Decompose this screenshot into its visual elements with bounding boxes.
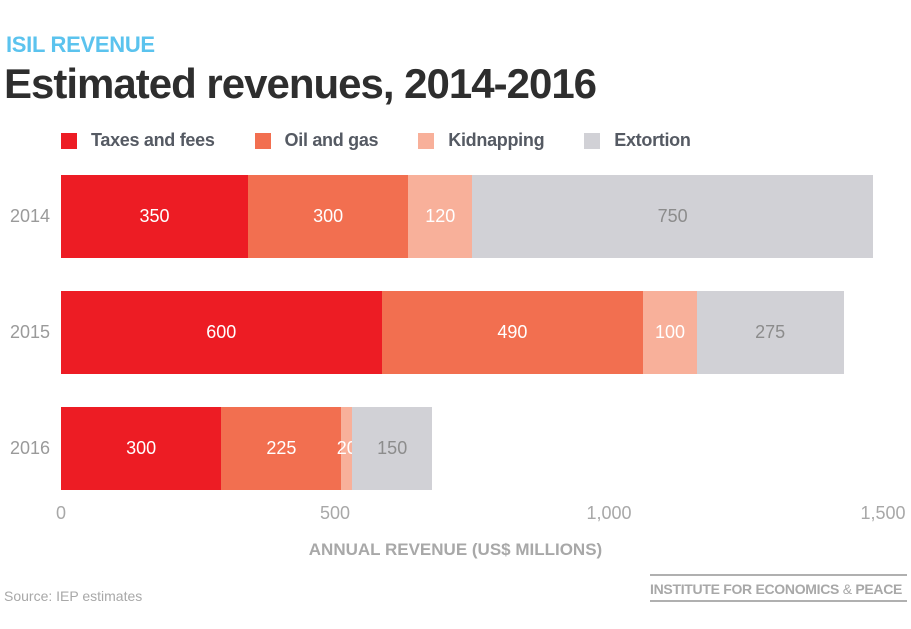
bar-2015-kidnapping: 100	[643, 291, 697, 374]
y-tick-label-2015: 2015	[10, 321, 51, 342]
y-tick-label-2014: 2014	[10, 205, 51, 226]
data-label: 120	[425, 206, 456, 226]
bar-2016-oil-and-gas: 225	[221, 407, 342, 490]
publisher-name-right: PEACE	[851, 581, 903, 597]
x-axis-label: ANNUAL REVENUE (US$ MILLIONS)	[308, 540, 603, 559]
data-label: 750	[657, 206, 688, 226]
x-tick-label: 1,500	[860, 503, 906, 523]
legend-swatch	[254, 132, 271, 149]
data-label: 600	[206, 322, 237, 342]
legend-swatch	[418, 132, 435, 149]
data-label: 490	[497, 322, 528, 342]
data-label: 275	[755, 322, 786, 342]
bar-2016-kidnapping: 20	[337, 407, 357, 490]
legend-swatch	[584, 132, 601, 149]
bar-2015-taxes-and-fees: 600	[61, 291, 382, 374]
legend-swatch	[61, 132, 77, 149]
data-label: 300	[126, 438, 157, 458]
legend-label: Extortion	[614, 130, 691, 150]
bar-2014-kidnapping: 120	[408, 175, 473, 258]
x-tick-label: 0	[55, 503, 67, 523]
bar-2015-extortion: 275	[696, 291, 844, 374]
bar-2014-taxes-and-fees: 350	[61, 175, 248, 258]
bar-2015-oil-and-gas: 490	[381, 291, 644, 374]
chart-title: Estimated revenues, 2014-2016	[4, 60, 597, 107]
data-label: 225	[266, 438, 297, 458]
legend-label: Taxes and fees	[91, 130, 215, 150]
publisher-ampersand: &	[842, 581, 852, 597]
legend-item-extortion: Extortion	[584, 130, 691, 151]
legend-item-kidnapping: Kidnapping	[418, 130, 545, 151]
legend-label: Oil and gas	[284, 130, 379, 150]
publisher-name-left: INSTITUTE FOR ECONOMICS	[650, 581, 843, 597]
x-tick-label: 1,000	[586, 503, 632, 523]
publisher-logo: INSTITUTE FOR ECONOMICS & PEACE	[650, 574, 907, 602]
bar-2016-extortion: 150	[352, 407, 433, 490]
legend: Taxes and fees Oil and gas Kidnapping Extor…	[61, 130, 731, 151]
legend-item-taxes-and-fees: Taxes and fees	[61, 130, 215, 151]
x-tick-label: 500	[319, 503, 351, 523]
data-label: 100	[654, 322, 685, 342]
data-label: 300	[313, 206, 344, 226]
data-label: 350	[139, 206, 170, 226]
data-label: 150	[377, 438, 408, 458]
bar-2016-taxes-and-fees: 300	[61, 407, 222, 490]
chart-kicker: ISIL REVENUE	[6, 32, 155, 57]
data-label: 20	[336, 438, 357, 458]
y-tick-label-2016: 2016	[10, 437, 51, 458]
bar-2014-extortion: 750	[472, 175, 873, 258]
source-note: Source: IEP estimates	[4, 588, 143, 604]
bar-2014-oil-and-gas: 300	[247, 175, 409, 258]
legend-item-oil-and-gas: Oil and gas	[254, 130, 379, 151]
legend-label: Kidnapping	[448, 130, 545, 150]
